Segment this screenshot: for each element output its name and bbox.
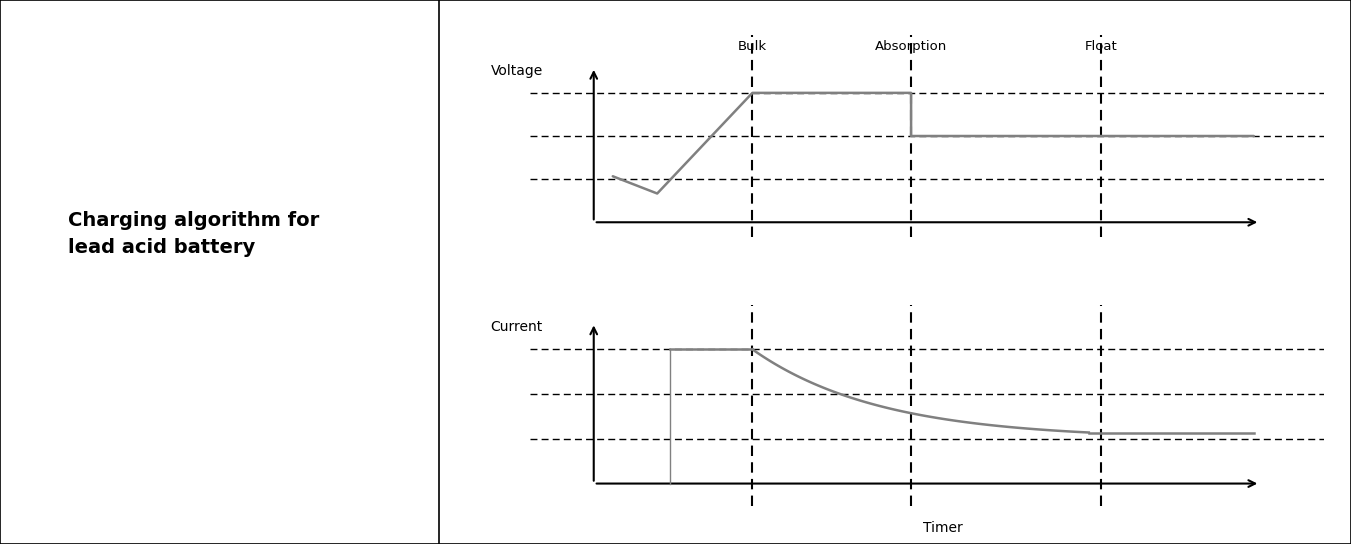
Text: Timer: Timer xyxy=(923,521,963,535)
Text: Charging algorithm for
lead acid battery: Charging algorithm for lead acid battery xyxy=(68,211,319,257)
Text: Voltage: Voltage xyxy=(490,64,543,78)
Text: Current: Current xyxy=(490,320,543,334)
Text: Float: Float xyxy=(1085,40,1117,53)
Text: Bulk: Bulk xyxy=(738,40,767,53)
Text: Absorption: Absorption xyxy=(875,40,947,53)
